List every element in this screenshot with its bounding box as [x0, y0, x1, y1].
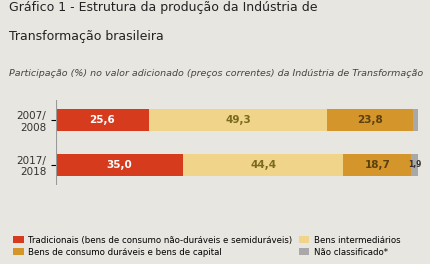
- Text: 23,8: 23,8: [356, 115, 382, 125]
- Legend: Tradicionais (bens de consumo não-duráveis e semiduráveis), Bens de consumo durá: Tradicionais (bens de consumo não-duráve…: [13, 235, 399, 257]
- Bar: [412, 109, 417, 131]
- Bar: [56, 154, 182, 176]
- Bar: [326, 109, 412, 131]
- Text: Participação (%) no valor adicionado (preços correntes) da Indústria de Transfor: Participação (%) no valor adicionado (pr…: [9, 69, 422, 78]
- Bar: [410, 154, 417, 176]
- Text: 44,4: 44,4: [249, 160, 276, 170]
- Text: 18,7: 18,7: [363, 160, 390, 170]
- Text: Gráfico 1 - Estrutura da produção da Indústria de: Gráfico 1 - Estrutura da produção da Ind…: [9, 1, 316, 14]
- Text: 49,3: 49,3: [224, 115, 250, 125]
- Text: 25,6: 25,6: [89, 115, 115, 125]
- Bar: [148, 109, 326, 131]
- Text: 1,9: 1,9: [407, 160, 421, 169]
- Text: Transformação brasileira: Transformação brasileira: [9, 30, 163, 43]
- Text: 35,0: 35,0: [106, 160, 132, 170]
- Bar: [343, 154, 410, 176]
- Bar: [56, 109, 148, 131]
- Bar: [182, 154, 343, 176]
